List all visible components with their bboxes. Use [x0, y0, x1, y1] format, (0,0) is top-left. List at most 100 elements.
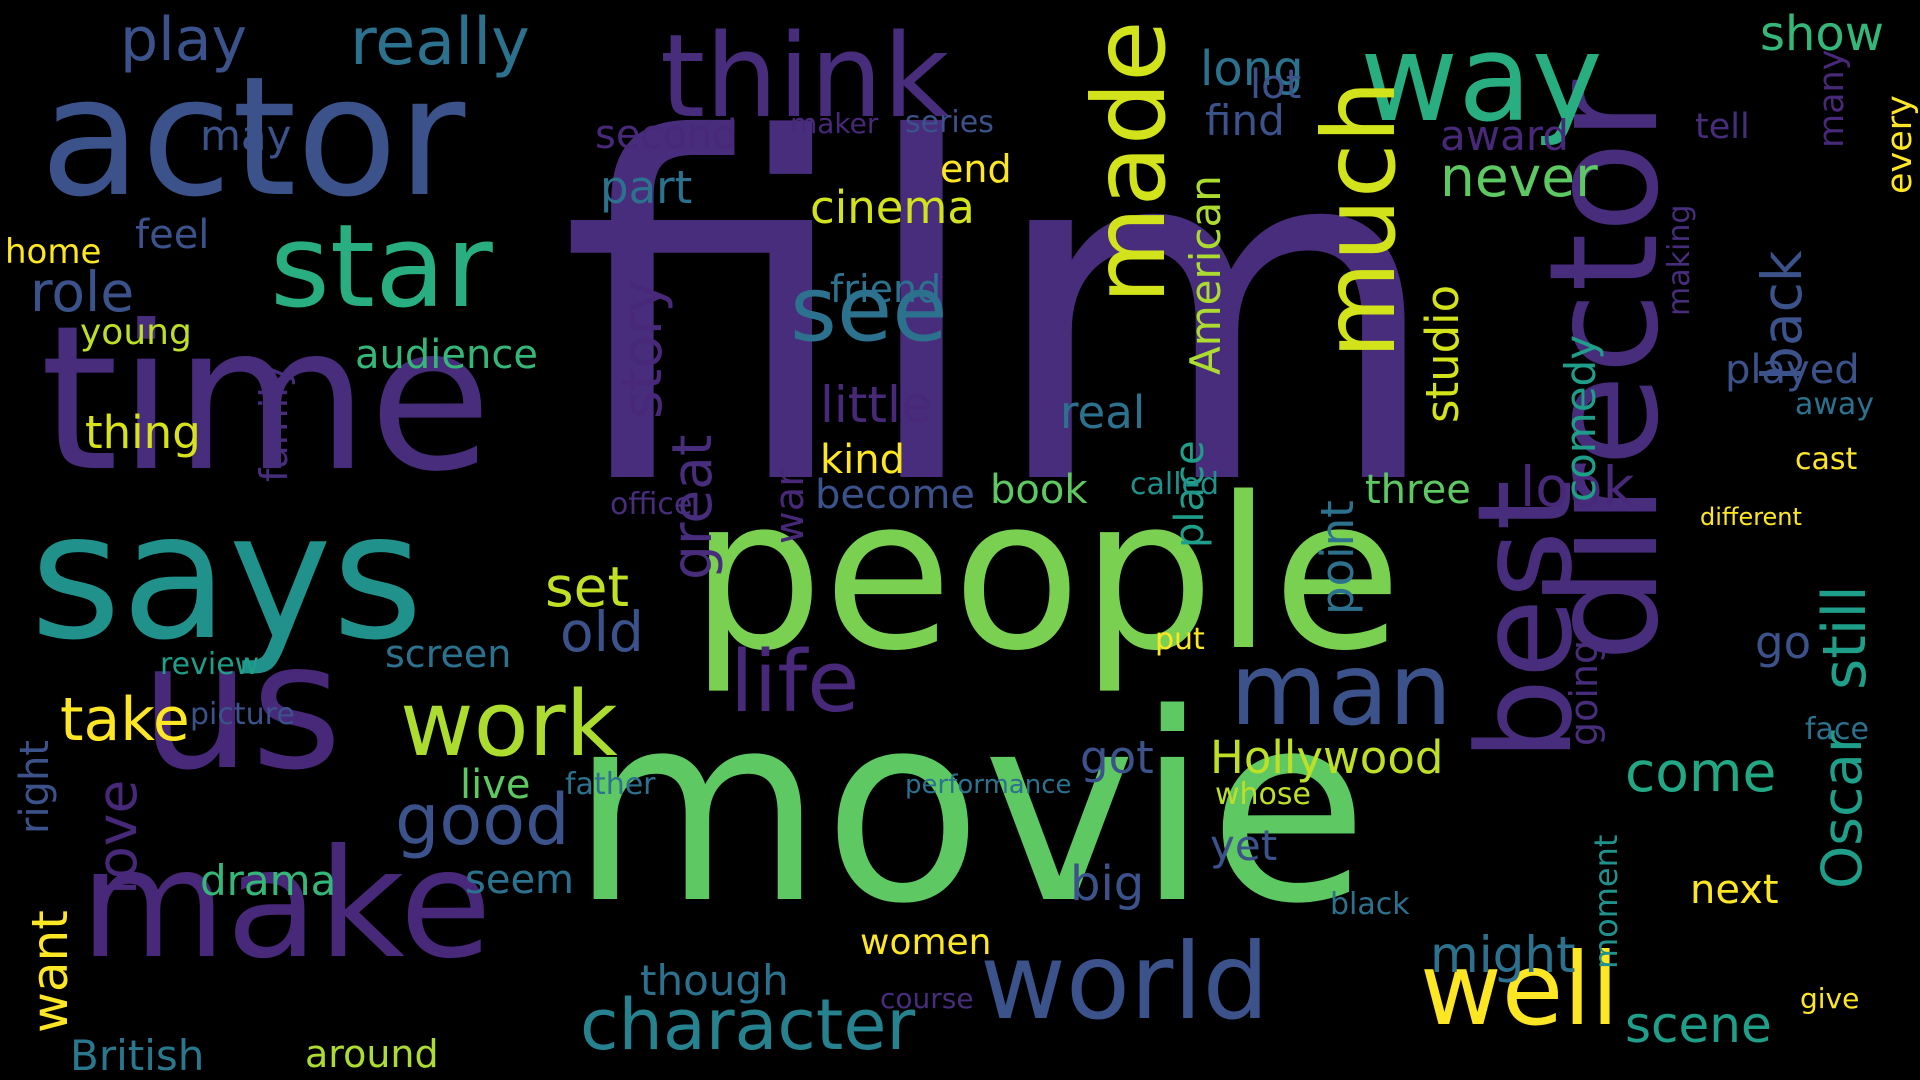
- word-old: old: [560, 600, 644, 664]
- word-film: film: [560, 41, 1445, 588]
- word-come: come: [1625, 740, 1777, 804]
- word-kind: kind: [820, 437, 906, 483]
- word-man: man: [1230, 631, 1453, 748]
- word-second: second: [595, 112, 738, 158]
- word-seem: seem: [465, 857, 575, 903]
- word-look: look: [1520, 455, 1635, 519]
- word-set: set: [545, 555, 630, 619]
- word-put: put: [1155, 622, 1205, 657]
- word-see: see: [790, 257, 948, 362]
- word-life: life: [730, 633, 860, 732]
- word-right: right: [12, 740, 58, 834]
- word-screen: screen: [385, 632, 512, 676]
- word-maker: maker: [790, 107, 879, 140]
- word-black: black: [1330, 887, 1410, 922]
- word-played: played: [1725, 347, 1860, 393]
- word-many: many: [1812, 50, 1852, 149]
- word-family: family: [252, 364, 296, 483]
- word-character: character: [580, 984, 916, 1066]
- word-next: next: [1690, 867, 1779, 913]
- word-become: become: [815, 472, 976, 518]
- word-big: big: [1070, 856, 1145, 912]
- word-actor: actor: [40, 41, 466, 233]
- word-part: part: [600, 161, 693, 214]
- word-long: long: [1200, 41, 1304, 97]
- word-british: British: [70, 1031, 205, 1080]
- word-young: young: [80, 312, 192, 353]
- word-end: end: [940, 147, 1012, 191]
- word-really: really: [350, 5, 530, 80]
- word-love: love: [85, 779, 149, 896]
- word-find: find: [1205, 96, 1285, 145]
- word-called: called: [1130, 467, 1220, 502]
- word-go: go: [1755, 616, 1812, 669]
- word-lot: lot: [1250, 62, 1302, 108]
- word-scene: scene: [1625, 996, 1772, 1054]
- word-american: American: [1181, 174, 1230, 375]
- word-going: going: [1562, 639, 1606, 747]
- word-think: think: [660, 10, 950, 144]
- word-audience: audience: [355, 332, 538, 378]
- word-oscar: Oscar: [1810, 729, 1874, 889]
- word-father: father: [565, 767, 656, 802]
- word-cast: cast: [1795, 442, 1858, 477]
- word-around: around: [305, 1032, 439, 1076]
- word-live: live: [460, 762, 531, 808]
- word-give: give: [1800, 982, 1860, 1015]
- word-might: might: [1430, 926, 1576, 984]
- word-face: face: [1805, 712, 1869, 747]
- word-way: way: [1360, 10, 1603, 149]
- word-picture: picture: [190, 697, 295, 732]
- word-real: real: [1060, 386, 1146, 439]
- word-making: making: [1662, 204, 1697, 317]
- word-award: award: [1440, 111, 1570, 160]
- word-comedy: comedy: [1556, 334, 1605, 503]
- word-review: review: [160, 647, 260, 682]
- word-every: every: [1880, 94, 1920, 194]
- word-got: got: [1080, 731, 1154, 784]
- word-us: us: [140, 606, 343, 809]
- word-never: never: [1440, 145, 1598, 209]
- word-performance: performance: [905, 770, 1072, 800]
- word-time: time: [40, 283, 492, 516]
- word-show: show: [1760, 6, 1885, 62]
- word-series: series: [905, 105, 994, 140]
- word-whose: whose: [1215, 777, 1311, 812]
- word-may: may: [200, 111, 292, 160]
- word-world: world: [980, 921, 1270, 1043]
- word-yet: yet: [1210, 821, 1278, 870]
- word-make: make: [80, 818, 492, 992]
- word-cinema: cinema: [810, 181, 975, 234]
- word-still: still: [1810, 584, 1880, 690]
- word-much: much: [1301, 79, 1418, 360]
- word-war: war: [767, 470, 813, 544]
- word-play: play: [120, 5, 248, 75]
- word-studio: studio: [1416, 284, 1469, 424]
- word-work: work: [400, 672, 618, 777]
- word-office: office: [610, 487, 693, 522]
- word-moment: moment: [1587, 835, 1625, 970]
- word-says: says: [30, 476, 424, 679]
- word-little: little: [820, 376, 932, 434]
- word-story: story: [610, 279, 674, 420]
- word-made: made: [1071, 19, 1188, 304]
- word-tell: tell: [1695, 107, 1750, 147]
- word-well: well: [1420, 931, 1619, 1048]
- word-course: course: [880, 982, 974, 1015]
- word-hollywood: Hollywood: [1210, 731, 1444, 784]
- word-point: point: [1311, 499, 1364, 615]
- word-book: book: [990, 467, 1088, 513]
- word-want: want: [21, 909, 79, 1033]
- word-drama: drama: [200, 856, 337, 905]
- word-three: three: [1365, 467, 1471, 513]
- word-feel: feel: [135, 212, 210, 258]
- word-home: home: [5, 232, 102, 272]
- word-movie: movie: [570, 659, 1369, 961]
- word-star: star: [270, 200, 493, 334]
- word-good: good: [395, 779, 570, 861]
- word-different: different: [1700, 503, 1802, 531]
- word-friend: friend: [830, 267, 942, 311]
- word-thing: thing: [85, 406, 201, 459]
- word-away: away: [1795, 387, 1875, 422]
